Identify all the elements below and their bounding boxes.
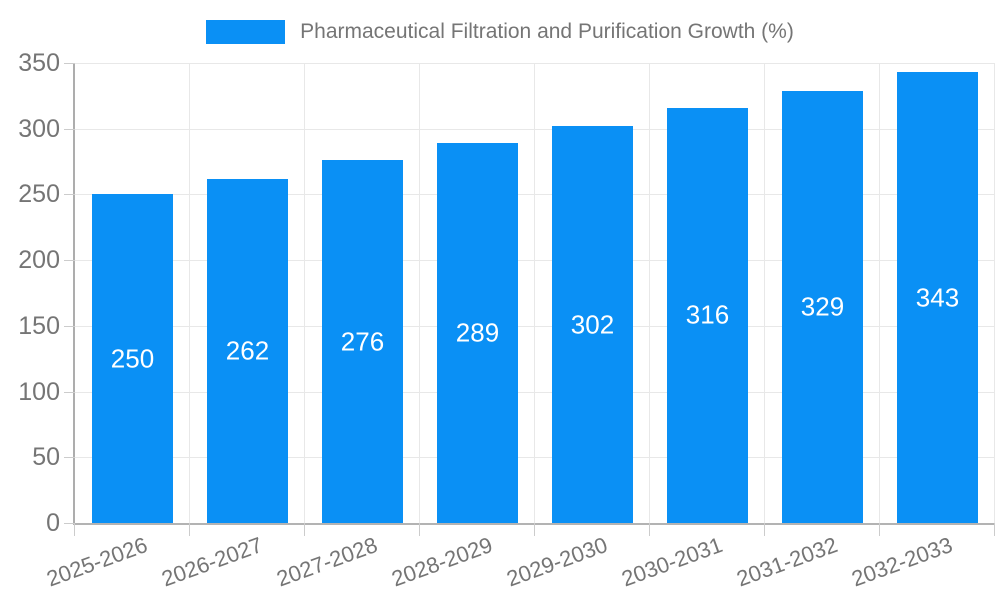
y-axis-label: 150 xyxy=(18,311,60,340)
v-gridline xyxy=(189,63,190,523)
bar[interactable]: 316 xyxy=(667,107,748,523)
v-gridline xyxy=(879,63,880,523)
v-gridline xyxy=(764,63,765,523)
bar-value-label: 316 xyxy=(685,299,730,330)
y-axis-tick xyxy=(64,260,75,262)
x-axis-tick xyxy=(994,523,995,536)
x-axis-label: 2031-2032 xyxy=(733,532,842,592)
y-axis-tick xyxy=(64,523,75,524)
v-gridline xyxy=(304,63,305,523)
bar[interactable]: 276 xyxy=(322,160,403,523)
h-gridline xyxy=(75,325,995,327)
legend-item[interactable]: Pharmaceutical Filtration and Purificati… xyxy=(206,20,794,44)
bar[interactable]: 329 xyxy=(782,90,863,523)
category-slot: 343 xyxy=(880,63,995,523)
y-axis-tick xyxy=(64,325,75,327)
h-gridline xyxy=(75,63,995,64)
bar-value-label: 329 xyxy=(800,291,845,322)
h-gridline xyxy=(75,260,995,262)
plot-area: 250 262 276 289 302 316 329 343 0 50 100 150 200 250… xyxy=(18,50,995,591)
y-axis-label: 200 xyxy=(18,246,60,275)
x-axis-label: 2030-2031 xyxy=(618,532,727,592)
category-slot: 276 xyxy=(305,63,420,523)
x-axis-tick xyxy=(534,523,535,536)
x-axis-label: 2029-2030 xyxy=(503,532,612,592)
bar-value-label: 302 xyxy=(570,309,615,340)
bar-value-label: 276 xyxy=(340,326,385,357)
y-axis-tick xyxy=(64,63,75,64)
x-axis-label: 2026-2027 xyxy=(158,532,267,592)
x-axis-tick xyxy=(419,523,420,536)
y-axis-label: 250 xyxy=(18,180,60,209)
h-gridline xyxy=(75,128,995,130)
h-gridline xyxy=(75,194,995,196)
x-axis-label: 2028-2029 xyxy=(388,532,497,592)
y-axis-tick xyxy=(64,128,75,130)
x-axis-label: 2032-2033 xyxy=(848,532,957,592)
x-axis-tick xyxy=(189,523,190,536)
x-axis-tick xyxy=(649,523,650,536)
v-gridline xyxy=(649,63,650,523)
y-axis-tick xyxy=(64,194,75,196)
bars-container: 250 262 276 289 302 316 329 343 xyxy=(75,63,995,523)
bar[interactable]: 343 xyxy=(897,72,978,523)
x-axis-tick xyxy=(304,523,305,536)
bar-value-label: 262 xyxy=(225,335,270,366)
bar-value-label: 343 xyxy=(915,282,960,313)
x-axis-tick xyxy=(879,523,880,536)
category-slot: 262 xyxy=(190,63,305,523)
h-gridline xyxy=(75,391,995,393)
bar-value-label: 250 xyxy=(110,343,155,374)
y-axis-label: 100 xyxy=(18,377,60,406)
category-slot: 302 xyxy=(535,63,650,523)
x-axis-label: 2025-2026 xyxy=(43,532,152,592)
y-axis-tick xyxy=(64,391,75,393)
y-axis-label: 300 xyxy=(18,114,60,143)
category-slot: 329 xyxy=(765,63,880,523)
bar[interactable]: 250 xyxy=(92,194,173,523)
x-axis-tick xyxy=(74,523,75,536)
x-axis-tick xyxy=(764,523,765,536)
legend-label: Pharmaceutical Filtration and Purificati… xyxy=(300,20,794,43)
category-slot: 250 xyxy=(75,63,190,523)
category-slot: 316 xyxy=(650,63,765,523)
legend: Pharmaceutical Filtration and Purificati… xyxy=(0,20,1000,44)
bar[interactable]: 302 xyxy=(552,126,633,523)
bar[interactable]: 262 xyxy=(207,178,288,523)
bar[interactable]: 289 xyxy=(437,143,518,523)
y-axis-label: 0 xyxy=(46,509,60,537)
h-gridline xyxy=(75,457,995,459)
v-gridline xyxy=(994,63,995,523)
bar-value-label: 289 xyxy=(455,317,500,348)
v-gridline xyxy=(419,63,420,523)
v-gridline xyxy=(534,63,535,523)
y-axis-label: 350 xyxy=(18,49,60,77)
x-axis-label: 2027-2028 xyxy=(273,532,382,592)
category-slot: 289 xyxy=(420,63,535,523)
y-axis-label: 50 xyxy=(32,443,60,472)
y-axis-tick xyxy=(64,457,75,459)
legend-swatch-icon xyxy=(206,20,286,44)
